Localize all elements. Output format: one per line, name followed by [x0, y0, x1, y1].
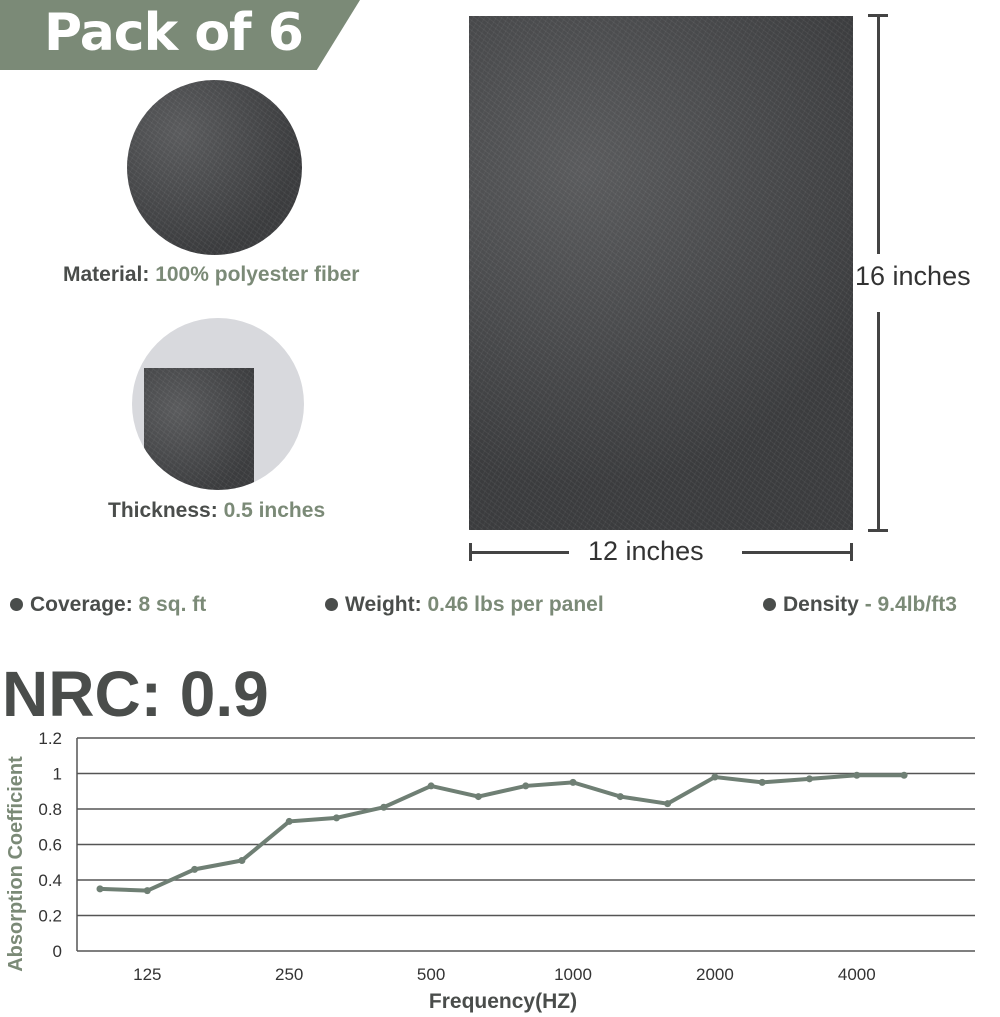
data-point: [758, 778, 766, 786]
data-point: [853, 771, 861, 779]
bullet-icon: [763, 598, 776, 611]
spec-label: Density: [783, 593, 859, 616]
data-point: [474, 793, 482, 801]
nrc-title: NRC: 0.9: [2, 658, 269, 730]
data-point: [616, 793, 624, 801]
y-tick-label: 0.4: [38, 871, 62, 890]
banner-title: Pack of 6: [44, 3, 304, 63]
bullet-icon: [10, 598, 23, 611]
data-point: [522, 782, 530, 790]
height-label: 16 inches: [855, 261, 971, 291]
data-point: [806, 775, 813, 783]
x-tick-label: 250: [275, 965, 303, 984]
data-point: [664, 800, 672, 808]
spec-label: Weight:: [345, 593, 422, 616]
data-point: [380, 803, 388, 811]
spec-value: - 9.4lb/ft3: [864, 593, 957, 616]
x-tick-label: 1000: [554, 965, 592, 984]
thickness-label-key: Thickness:: [108, 499, 218, 522]
bullet-icon: [325, 598, 338, 611]
height-dimension-line: [877, 14, 880, 254]
x-tick-label: 2000: [696, 965, 734, 984]
spec-value: 0.46 lbs per panel: [427, 593, 604, 616]
y-tick-label: 0.8: [38, 800, 62, 819]
data-point: [96, 885, 104, 893]
x-tick-label: 125: [133, 965, 161, 984]
y-tick-label: 1.2: [38, 729, 62, 748]
spec-label: Coverage:: [30, 593, 133, 616]
thickness-closeup-image: [132, 318, 304, 490]
y-tick-label: 0.2: [38, 907, 62, 926]
data-point: [333, 814, 340, 822]
material-value: 100% polyester fiber: [155, 263, 360, 286]
y-tick-label: 0.6: [38, 836, 62, 855]
spec-density: Density - 9.4lb/ft3: [763, 592, 957, 617]
width-dimension-line: [469, 551, 569, 554]
material-label: Material: 100% polyester fiber: [63, 262, 359, 287]
width-label: 12 inches: [588, 536, 704, 566]
material-closeup-image: [127, 80, 302, 255]
data-point: [143, 887, 151, 895]
pack-banner: Pack of 6: [0, 0, 360, 70]
spec-weight: Weight: 0.46 lbs per panel: [325, 592, 604, 617]
y-tick-label: 0: [53, 942, 62, 961]
data-point: [285, 817, 293, 825]
data-point: [427, 782, 435, 790]
x-tick-label: 500: [417, 965, 445, 984]
data-point: [900, 771, 908, 779]
y-tick-label: 1: [53, 765, 62, 784]
y-axis-label: Absorption Coefficient: [5, 756, 27, 972]
material-label-key: Material:: [63, 263, 150, 286]
data-point: [238, 856, 246, 864]
panel-image: [469, 16, 853, 530]
x-axis-label: Frequency(HZ): [429, 990, 577, 1013]
data-point: [191, 865, 199, 873]
data-point: [569, 778, 577, 786]
data-point: [711, 773, 719, 781]
x-tick-label: 4000: [838, 965, 876, 984]
spec-coverage: Coverage: 8 sq. ft: [10, 592, 206, 617]
thickness-label: Thickness: 0.5 inches: [108, 498, 325, 523]
series-line: [99, 773, 905, 893]
thickness-value: 0.5 inches: [223, 499, 326, 522]
spec-value: 8 sq. ft: [138, 593, 207, 616]
